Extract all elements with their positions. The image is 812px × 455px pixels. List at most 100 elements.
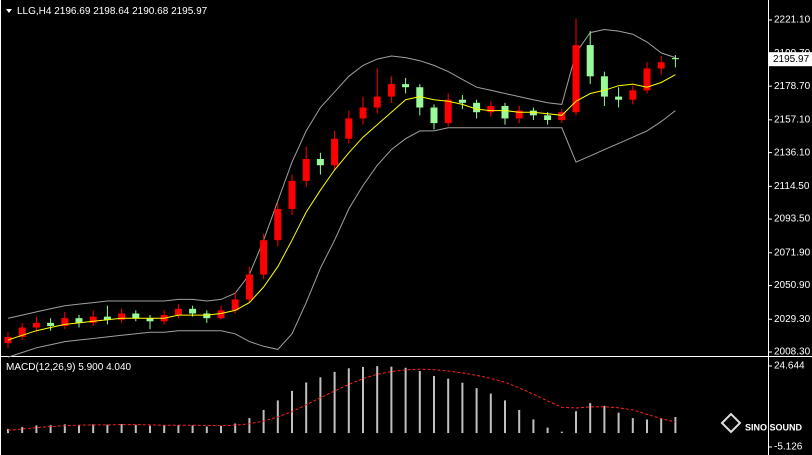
candle-body <box>18 327 26 337</box>
candle-body <box>529 110 537 116</box>
candle-body <box>629 90 637 100</box>
candle-body <box>132 313 140 319</box>
candle-body <box>274 208 282 241</box>
candle-body <box>331 138 339 166</box>
macd-bar <box>447 378 450 434</box>
macd-bar <box>518 409 521 434</box>
y-tick-label: 2114.50 <box>774 181 810 192</box>
macd-bar <box>347 368 350 434</box>
candle-body <box>501 105 509 119</box>
macd-bar <box>319 377 322 434</box>
candle-body <box>316 159 324 166</box>
header-arrow <box>6 9 12 13</box>
macd-bar <box>220 425 222 434</box>
macd-bar <box>589 403 592 434</box>
candle-body <box>345 118 353 139</box>
bollinger-upper <box>7 28 676 319</box>
moving-average <box>7 74 676 341</box>
macd-bar <box>546 427 549 434</box>
candle-body <box>302 159 310 181</box>
macd-bar <box>660 418 663 434</box>
macd-bar <box>21 427 24 434</box>
candle-body <box>402 84 410 88</box>
chart-header: LLG,H4 2196.69 2198.64 2190.68 2195.97 <box>17 6 208 17</box>
macd-bar <box>63 424 66 434</box>
candle-body <box>586 45 594 77</box>
y-tick-label: 2029.30 <box>774 314 811 325</box>
last-high: 2198.64 <box>93 6 130 17</box>
candle-body <box>487 105 495 113</box>
candle-body <box>260 240 268 275</box>
last-low: 2190.68 <box>132 6 169 17</box>
y-tick-label: 2008.30 <box>774 347 811 358</box>
macd-bar <box>646 419 648 434</box>
macd-value: 5.900 <box>78 362 103 373</box>
candle-body <box>245 274 253 300</box>
candle-body <box>515 110 523 119</box>
candle-body <box>572 45 580 113</box>
candle-body <box>430 107 438 124</box>
watermark-logo <box>720 412 742 434</box>
bollinger-lower <box>7 110 676 358</box>
macd-bar <box>149 425 151 434</box>
candle-body <box>373 96 381 108</box>
macd-bar <box>49 425 52 434</box>
macd-bar <box>163 425 166 434</box>
macd-bar <box>631 418 634 434</box>
y-tick-label: 2157.10 <box>774 114 811 125</box>
macd-bar <box>234 423 237 434</box>
candle-body <box>444 99 452 124</box>
candle-body <box>657 62 665 69</box>
macd-bar <box>191 425 194 434</box>
y-tick-label: 2136.10 <box>774 147 811 158</box>
candle-body <box>600 76 608 97</box>
last-open: 2196.69 <box>54 6 91 17</box>
y2-tick-label: -5.126 <box>774 442 803 453</box>
candle-body <box>103 316 111 320</box>
y-tick-label: 2050.90 <box>774 280 811 291</box>
macd-bar <box>504 400 506 434</box>
candle-body <box>118 313 126 320</box>
macd-title: MACD(12,26,9) <box>6 362 75 373</box>
macd-bar <box>674 416 677 434</box>
macd-bar <box>78 424 80 434</box>
candle-body <box>146 318 154 322</box>
macd-header: MACD(12,26,9) 5.900 4.040 <box>6 362 132 373</box>
candle-body <box>416 87 424 108</box>
macd-bar <box>333 371 336 434</box>
macd-bar <box>418 371 421 434</box>
macd-bar <box>461 382 464 434</box>
macd-bar <box>248 418 251 434</box>
candle-body <box>75 318 83 323</box>
candle-body <box>643 68 651 91</box>
candle-body <box>174 308 182 316</box>
macd-bar <box>134 424 137 434</box>
price-label: 2195.97 <box>773 54 810 65</box>
macd-bar <box>404 367 407 434</box>
macd-bar <box>177 424 180 434</box>
macd-bar <box>35 425 38 434</box>
candle-body <box>4 336 12 344</box>
watermark-text: SINO SOUND <box>745 422 803 432</box>
macd-bar <box>362 366 364 434</box>
macd-bar <box>120 424 123 434</box>
candle-body <box>359 107 367 119</box>
candle-body <box>231 299 239 311</box>
y2-tick-label: 24.644 <box>774 361 805 372</box>
macd-bar <box>205 426 208 434</box>
candle-body <box>288 180 296 209</box>
candle-body <box>473 102 481 113</box>
signal-value: 4.040 <box>106 362 131 373</box>
candle-body <box>47 322 55 326</box>
y-tick-label: 2178.70 <box>774 81 811 92</box>
macd-bar <box>390 366 393 434</box>
candle-body <box>217 310 225 319</box>
price-label-box <box>769 52 812 67</box>
y-tick-label: 2093.50 <box>774 214 811 225</box>
macd-bar <box>7 428 9 434</box>
y-tick-label: 2071.90 <box>774 247 811 258</box>
candle-body <box>544 115 552 120</box>
candle-body <box>458 99 466 103</box>
macd-bar <box>106 424 109 434</box>
